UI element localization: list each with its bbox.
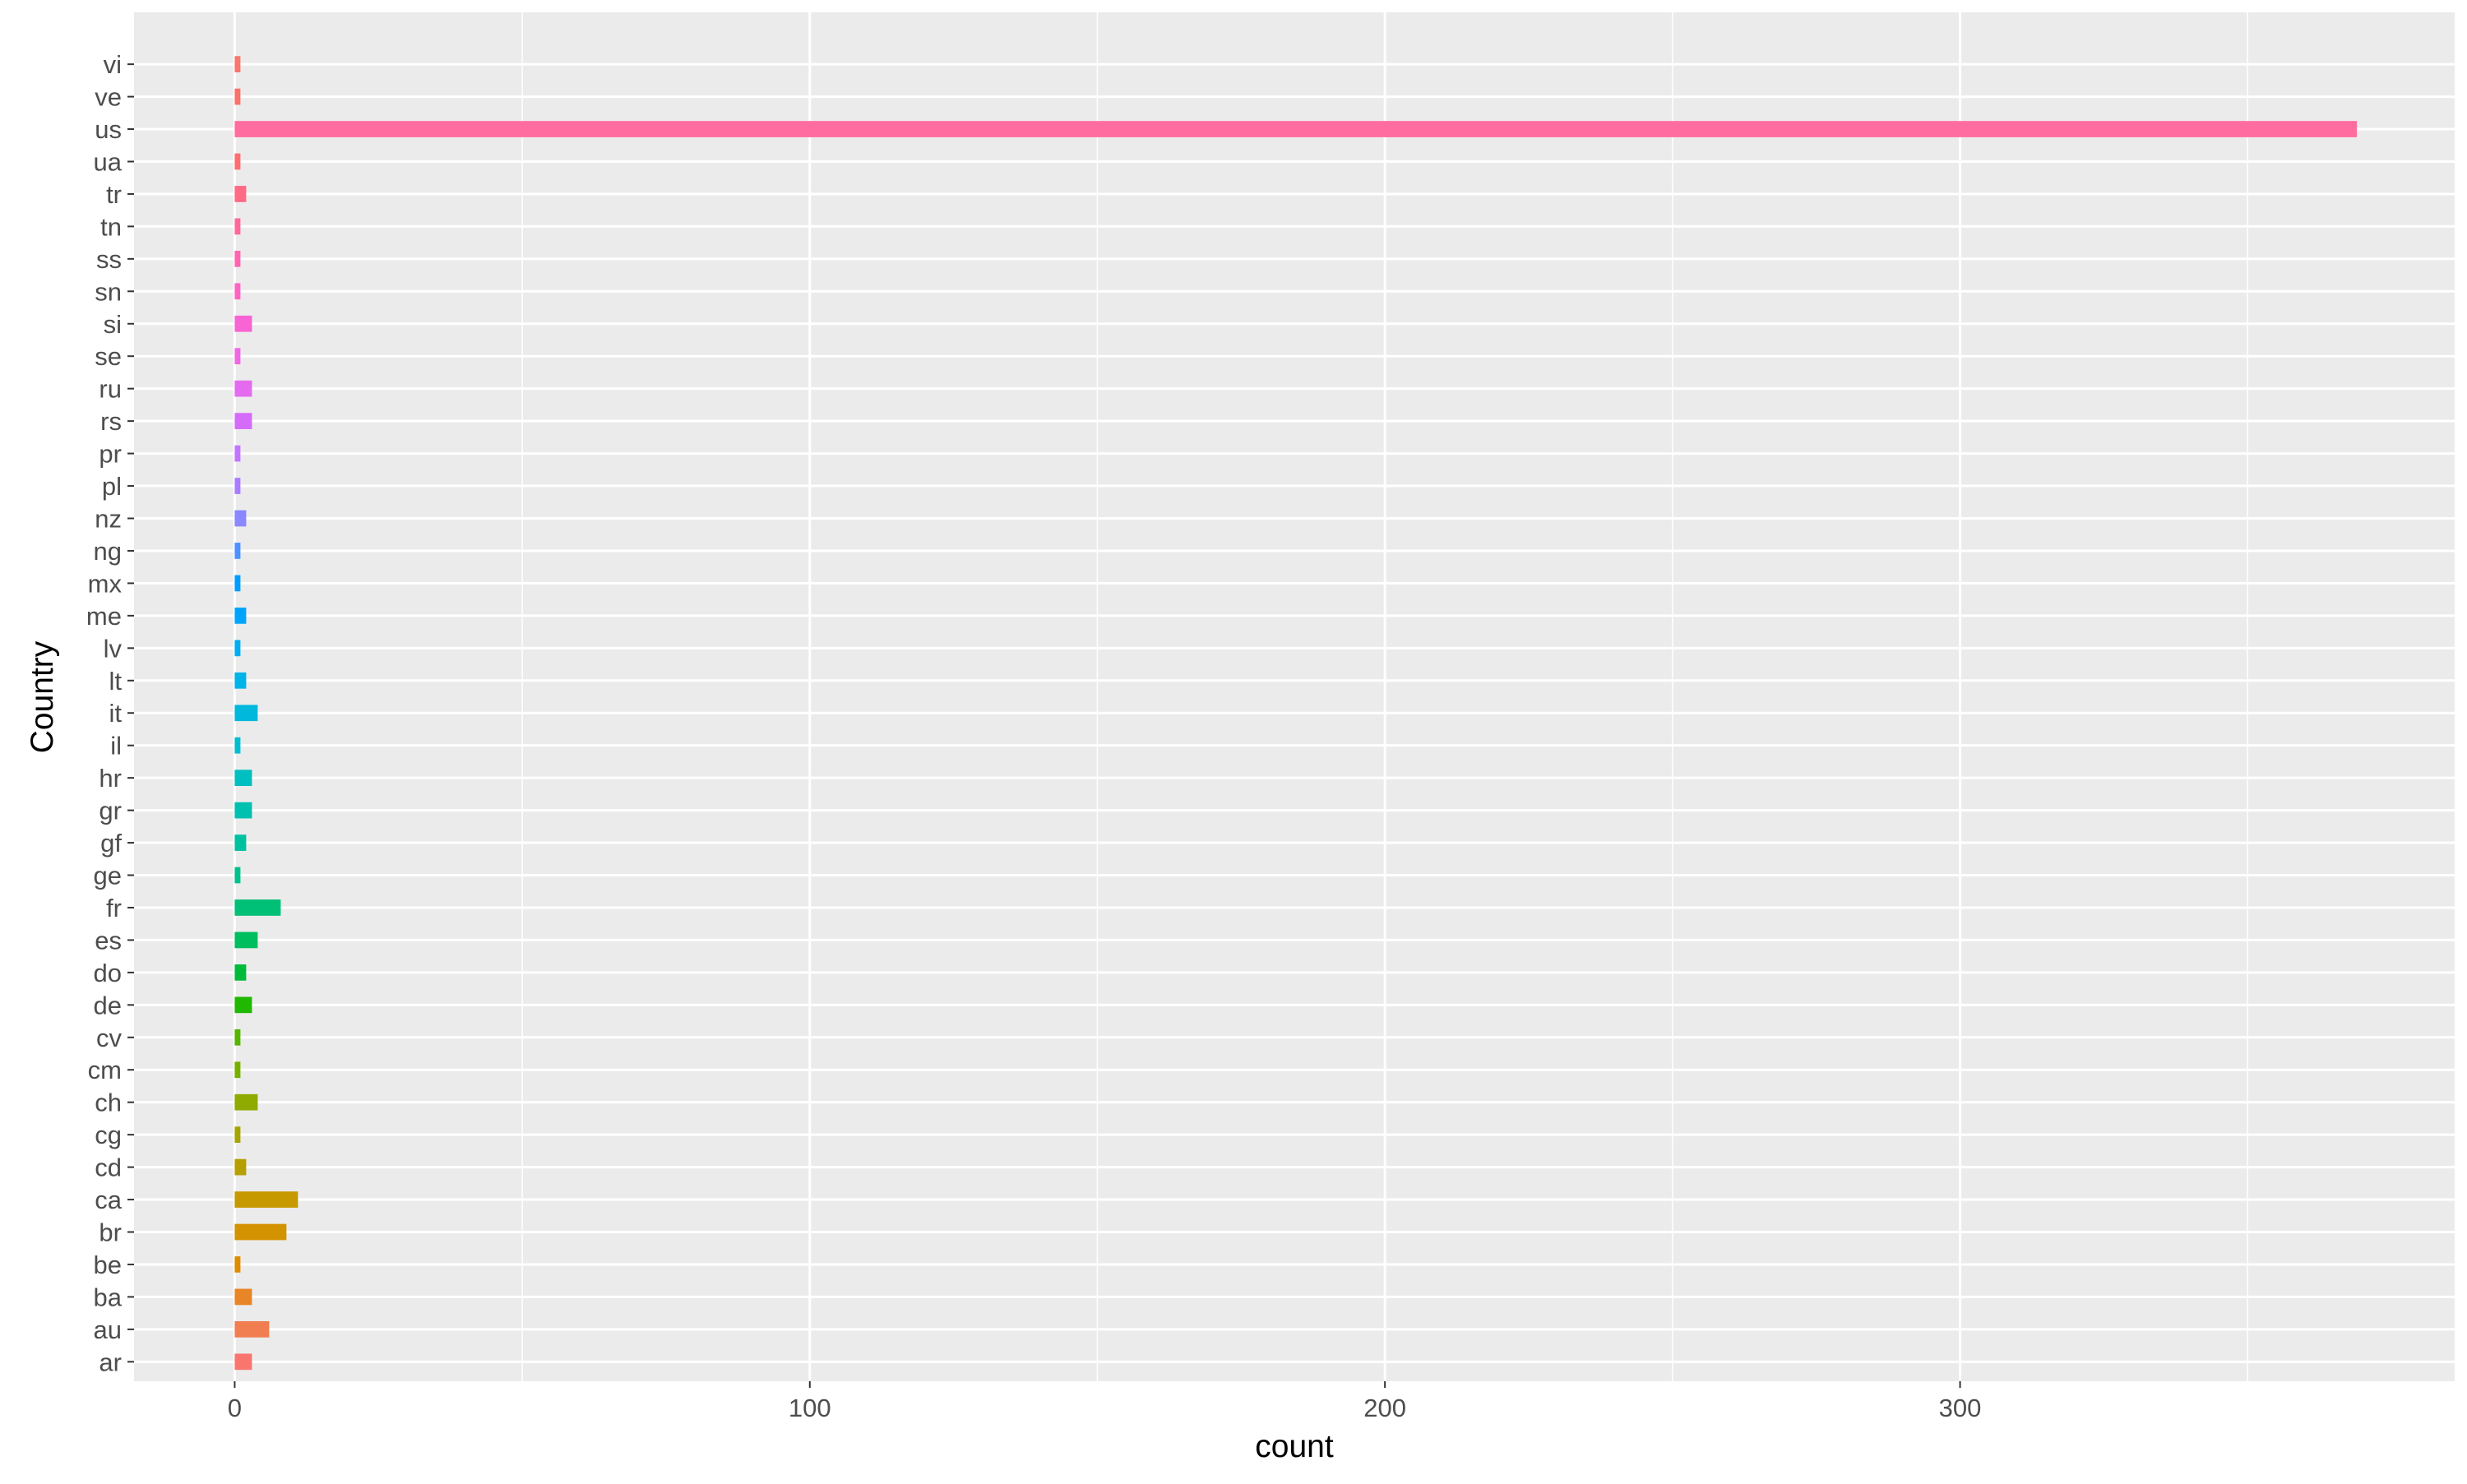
bar-fr [234, 899, 281, 916]
y-tick-label-ru: ru [99, 375, 122, 404]
bar-cm [234, 1061, 241, 1079]
x-tick-label-200: 200 [1363, 1394, 1406, 1422]
y-tick-label-it: it [109, 699, 123, 728]
bar-ba [234, 1288, 252, 1306]
bar-lt [234, 672, 247, 689]
y-tick-label-fr: fr [106, 894, 122, 922]
bar-ve [234, 88, 241, 105]
y-tick-label-mx: mx [88, 569, 123, 598]
x-tick-label-0: 0 [228, 1394, 242, 1422]
y-tick-label-me: me [86, 602, 122, 631]
bar-pr [234, 445, 241, 462]
y-tick-label-ss: ss [96, 245, 122, 274]
y-tick-label-hr: hr [99, 764, 122, 793]
bar-se [234, 348, 241, 365]
bar-pl [234, 478, 241, 494]
bar-ss [234, 250, 241, 267]
y-tick-label-de: de [94, 991, 122, 1019]
bar-il [234, 737, 241, 754]
y-tick-label-cm: cm [88, 1056, 122, 1084]
bar-it [234, 705, 258, 722]
y-tick-label-gf: gf [100, 829, 122, 858]
bar-tr [234, 186, 247, 202]
bar-sn [234, 283, 241, 300]
x-axis: 0 100 200 300 [228, 1381, 1982, 1422]
y-tick-label-ar: ar [99, 1348, 122, 1376]
bar-mx [234, 575, 241, 592]
bar-ar [234, 1353, 252, 1371]
y-tick-label-be: be [94, 1251, 122, 1279]
y-tick-label-si: si [104, 310, 122, 339]
panel-background [134, 12, 2455, 1381]
bar-nz [234, 510, 247, 527]
bar-gr [234, 802, 252, 819]
y-tick-label-lv: lv [104, 634, 123, 663]
y-tick-label-cd: cd [95, 1153, 122, 1182]
x-tick-label-100: 100 [789, 1394, 831, 1422]
y-tick-label-ba: ba [94, 1283, 123, 1311]
y-tick-label-vi: vi [104, 50, 122, 79]
bar-ca [234, 1191, 299, 1208]
y-tick-label-us: us [95, 115, 122, 144]
bar-do [234, 964, 247, 981]
bar-cd [234, 1158, 247, 1176]
y-tick-label-ch: ch [95, 1089, 122, 1117]
y-tick-label-pr: pr [99, 440, 122, 469]
y-tick-label-cv: cv [96, 1024, 123, 1052]
bar-au [234, 1321, 270, 1338]
y-tick-label-pl: pl [102, 472, 122, 501]
y-tick-label-cg: cg [95, 1121, 122, 1149]
y-axis-title: Country [25, 640, 60, 753]
y-tick-label-ca: ca [95, 1186, 123, 1214]
bar-ch [234, 1093, 258, 1111]
bar-be [234, 1256, 241, 1273]
y-tick-label-br: br [99, 1218, 122, 1247]
bar-us [234, 121, 2358, 137]
y-tick-label-ve: ve [95, 83, 122, 112]
y-tick-label-ua: ua [94, 147, 123, 176]
bars [234, 56, 2358, 1371]
y-tick-label-tn: tn [100, 212, 122, 241]
bar-tn [234, 218, 241, 235]
bar-hr [234, 770, 252, 787]
bar-lv [234, 640, 241, 657]
y-tick-label-se: se [95, 342, 122, 371]
bar-cg [234, 1126, 241, 1144]
bar-me [234, 607, 247, 624]
x-tick-label-300: 300 [1939, 1394, 1982, 1422]
y-tick-label-sn: sn [95, 277, 122, 306]
y-tick-label-au: au [94, 1315, 122, 1344]
bar-ng [234, 543, 241, 559]
bar-ru [234, 380, 252, 397]
bar-si [234, 315, 252, 332]
bar-ua [234, 153, 241, 170]
y-tick-label-il: il [110, 732, 122, 760]
y-tick-label-do: do [94, 959, 122, 987]
y-tick-label-gr: gr [99, 797, 122, 825]
x-axis-title: count [1255, 1429, 1334, 1464]
bar-br [234, 1223, 287, 1241]
bar-cv [234, 1029, 241, 1046]
bar-ge [234, 867, 241, 884]
y-tick-label-ng: ng [94, 537, 122, 566]
y-axis: ar au ba be br ca cd cg ch cm cv de do es fr ge gf gr hr il… [86, 50, 134, 1376]
y-tick-label-tr: tr [106, 180, 122, 209]
y-tick-label-es: es [95, 926, 122, 955]
bar-gf [234, 834, 247, 851]
bar-rs [234, 413, 252, 429]
y-tick-label-ge: ge [94, 862, 122, 890]
y-tick-label-lt: lt [109, 667, 123, 696]
bar-vi [234, 56, 241, 72]
y-tick-label-nz: nz [95, 504, 122, 533]
y-tick-label-rs: rs [100, 407, 122, 436]
bar-es [234, 932, 258, 949]
bar-de [234, 996, 252, 1014]
